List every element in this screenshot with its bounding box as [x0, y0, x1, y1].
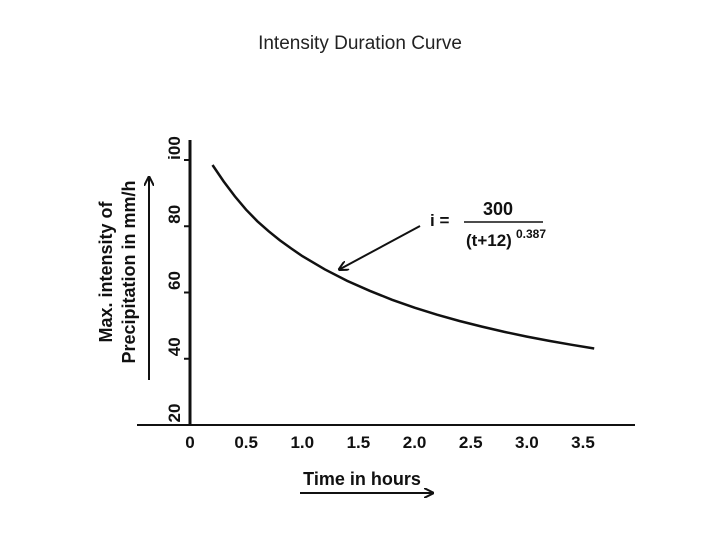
y-tick-label: 20 [165, 404, 184, 423]
x-tick-label: 0 [185, 433, 194, 452]
axes [137, 140, 635, 426]
equation-prefix: i = [430, 211, 449, 230]
x-tick-label: 3.5 [571, 433, 595, 452]
x-tick-label: 2.5 [459, 433, 483, 452]
x-tick-label: 1.0 [290, 433, 314, 452]
x-tick-label: 1.5 [347, 433, 371, 452]
x-tick-label: 2.0 [403, 433, 427, 452]
equation-exponent: 0.387 [516, 227, 546, 241]
equation-numerator: 300 [483, 199, 513, 219]
y-axis-label-line1: Max. intensity of [96, 200, 116, 342]
equation-denominator: (t+12) [466, 231, 512, 250]
y-ticks: 20 40 60 80 i00 [165, 136, 190, 426]
y-tick-label: i00 [165, 136, 184, 160]
annotation-arrow [340, 225, 421, 269]
x-axis-label: Time in hours [303, 469, 421, 489]
y-tick-label: 80 [165, 205, 184, 224]
x-tick-label: 0.5 [234, 433, 258, 452]
y-axis-label-line2: Precipitation in mm/h [119, 180, 139, 363]
series-line [211, 164, 595, 350]
x-ticks: 0 0.5 1.0 1.5 2.0 2.5 3.0 3.5 [185, 433, 595, 452]
y-tick-label: 60 [165, 271, 184, 290]
slide-title: Intensity Duration Curve [258, 33, 462, 54]
equation-annotation: i = 300 (t+12) 0.387 [430, 199, 546, 250]
x-tick-label: 3.0 [515, 433, 539, 452]
y-tick-label: 40 [165, 337, 184, 356]
